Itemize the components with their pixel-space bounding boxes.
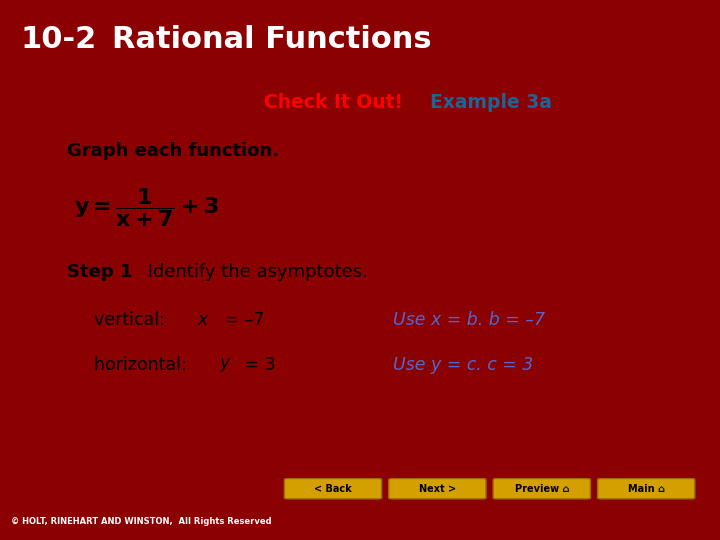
Text: Use y = c. c = 3: Use y = c. c = 3: [393, 356, 534, 374]
Text: < Back: < Back: [314, 484, 352, 494]
Text: $\mathbf{y = \dfrac{1}{x + 7} + 3}$: $\mathbf{y = \dfrac{1}{x + 7} + 3}$: [74, 186, 219, 229]
Text: = –7: = –7: [219, 312, 264, 329]
Text: = 3: = 3: [239, 356, 276, 374]
FancyBboxPatch shape: [493, 478, 590, 499]
Text: Graph each function.: Graph each function.: [67, 141, 279, 160]
Text: Rational Functions: Rational Functions: [112, 25, 431, 55]
FancyBboxPatch shape: [284, 478, 382, 499]
Text: Use x = b. b = –7: Use x = b. b = –7: [393, 312, 545, 329]
Text: $x$: $x$: [197, 312, 210, 329]
Text: $y$: $y$: [219, 356, 232, 374]
Text: vertical:: vertical:: [94, 312, 170, 329]
Text: Example 3a: Example 3a: [430, 93, 552, 112]
Text: © HOLT, RINEHART AND WINSTON,  All Rights Reserved: © HOLT, RINEHART AND WINSTON, All Rights…: [11, 517, 271, 526]
Text: horizontal:: horizontal:: [94, 356, 192, 374]
FancyBboxPatch shape: [598, 478, 695, 499]
Text: Check It Out!: Check It Out!: [264, 93, 409, 112]
FancyBboxPatch shape: [389, 478, 486, 499]
Text: Preview ⌂: Preview ⌂: [515, 484, 569, 494]
Text: 10-2: 10-2: [20, 25, 96, 55]
Text: Next >: Next >: [419, 484, 456, 494]
Text: Step 1: Step 1: [67, 263, 132, 281]
Text: Main ⌂: Main ⌂: [628, 484, 665, 494]
Text: Identify the asymptotes.: Identify the asymptotes.: [142, 263, 368, 281]
